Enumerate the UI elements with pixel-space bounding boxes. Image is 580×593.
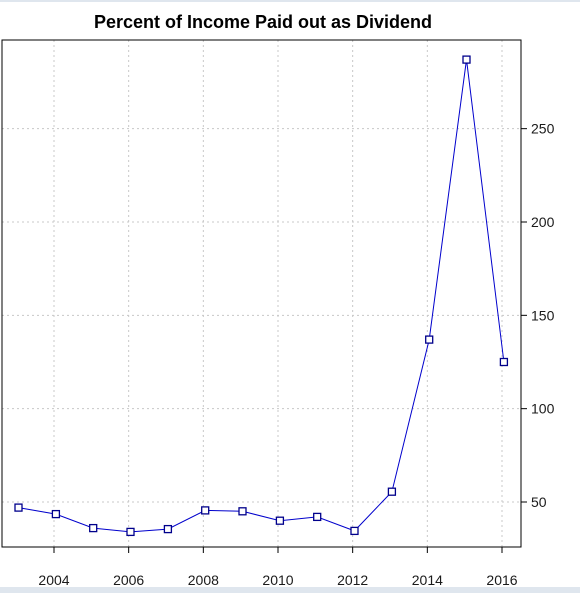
y-tick-label: 150 [531,307,555,323]
data-point-marker [126,527,135,537]
series-line [18,59,505,533]
y-tick-label: 250 [531,121,555,137]
grid-lines [2,40,521,547]
window-top-edge [0,0,580,2]
data-point-marker [350,526,359,536]
data-point-marker [51,509,61,519]
x-tick-label: 2012 [337,572,368,588]
data-point-marker [89,523,98,533]
x-tick-label: 2010 [262,572,293,588]
data-point-marker [201,506,210,515]
data-point-marker [163,524,173,534]
data-point-marker [238,507,247,516]
chart-title: Percent of Income Paid out as Dividend [94,12,432,32]
x-tick-label: 2006 [113,572,144,588]
y-tick-label: 100 [531,401,555,417]
x-tick-label: 2016 [486,572,517,588]
x-tick-label: 2008 [188,572,219,588]
axis-layer: 2004 2006 2008 2010 2012 2014 2016 50 100 150 200 2… [38,121,554,588]
data-point-marker [387,487,397,496]
series-layer [14,55,509,537]
x-tick-label: 2014 [412,572,443,588]
y-tick-label: 200 [531,214,555,230]
data-point-marker [499,357,509,367]
data-point-marker [425,335,434,344]
data-point-marker [14,503,23,512]
y-tick-label: 50 [531,494,547,510]
window-bottom-edge [0,587,580,593]
data-point-marker [275,516,285,525]
x-tick-label: 2004 [38,572,69,588]
plot-frame [1,39,522,548]
data-point-marker [313,512,322,522]
data-point-marker [462,55,471,64]
